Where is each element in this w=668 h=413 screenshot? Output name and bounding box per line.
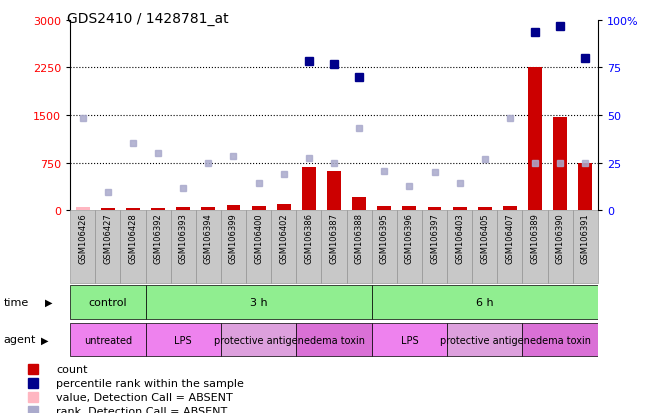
Text: GSM106391: GSM106391 bbox=[580, 213, 590, 263]
Text: GSM106393: GSM106393 bbox=[179, 213, 188, 263]
Text: ▶: ▶ bbox=[41, 335, 49, 344]
Bar bbox=[498, 211, 522, 283]
Bar bbox=[397, 211, 422, 283]
Bar bbox=[176, 208, 190, 211]
Bar bbox=[503, 207, 517, 211]
Bar bbox=[277, 205, 291, 211]
Bar bbox=[553, 118, 567, 211]
Bar bbox=[352, 198, 366, 211]
Text: LPS: LPS bbox=[174, 335, 192, 345]
Bar bbox=[297, 323, 371, 356]
Bar bbox=[126, 209, 140, 211]
Bar bbox=[146, 286, 371, 319]
Bar bbox=[221, 211, 246, 283]
Bar bbox=[472, 211, 498, 283]
Bar bbox=[101, 208, 115, 211]
Bar bbox=[252, 206, 265, 211]
Text: value, Detection Call = ABSENT: value, Detection Call = ABSENT bbox=[56, 392, 232, 402]
Text: GSM106400: GSM106400 bbox=[254, 213, 263, 263]
Text: GSM106390: GSM106390 bbox=[556, 213, 564, 263]
Text: protective antigen: protective antigen bbox=[440, 335, 530, 345]
Bar bbox=[327, 171, 341, 211]
Text: rank, Detection Call = ABSENT: rank, Detection Call = ABSENT bbox=[56, 406, 227, 413]
Bar bbox=[146, 323, 221, 356]
Bar bbox=[371, 323, 447, 356]
Bar bbox=[522, 323, 598, 356]
Bar bbox=[453, 208, 466, 211]
Text: ▶: ▶ bbox=[45, 297, 53, 307]
Bar bbox=[120, 211, 146, 283]
Text: GSM106426: GSM106426 bbox=[78, 213, 88, 263]
Text: GSM106392: GSM106392 bbox=[154, 213, 162, 263]
Bar bbox=[447, 211, 472, 283]
Bar bbox=[347, 211, 371, 283]
Bar bbox=[96, 211, 120, 283]
Bar bbox=[371, 286, 598, 319]
Text: edema toxin: edema toxin bbox=[530, 335, 591, 345]
Bar bbox=[302, 168, 316, 211]
Bar bbox=[548, 211, 572, 283]
Bar bbox=[377, 207, 391, 211]
Bar bbox=[447, 323, 522, 356]
Bar bbox=[196, 211, 221, 283]
Text: untreated: untreated bbox=[84, 335, 132, 345]
Text: GSM106389: GSM106389 bbox=[530, 213, 540, 263]
Bar bbox=[403, 206, 416, 211]
Bar bbox=[226, 206, 240, 211]
Text: 3 h: 3 h bbox=[250, 297, 267, 308]
Text: GSM106386: GSM106386 bbox=[305, 213, 313, 263]
Text: GSM106397: GSM106397 bbox=[430, 213, 439, 263]
Bar bbox=[70, 323, 146, 356]
Bar bbox=[578, 163, 593, 211]
Text: control: control bbox=[89, 297, 127, 308]
Text: LPS: LPS bbox=[401, 335, 418, 345]
Text: GSM106396: GSM106396 bbox=[405, 213, 414, 263]
Bar bbox=[572, 211, 598, 283]
Text: time: time bbox=[3, 297, 29, 307]
Text: count: count bbox=[56, 364, 88, 374]
Bar bbox=[271, 211, 297, 283]
Bar bbox=[70, 211, 96, 283]
Text: GSM106387: GSM106387 bbox=[329, 213, 339, 263]
Bar bbox=[202, 207, 215, 211]
Bar bbox=[297, 211, 321, 283]
Text: percentile rank within the sample: percentile rank within the sample bbox=[56, 378, 244, 388]
Text: GSM106394: GSM106394 bbox=[204, 213, 213, 263]
Bar bbox=[321, 211, 347, 283]
Bar bbox=[70, 286, 146, 319]
Text: GSM106428: GSM106428 bbox=[128, 213, 138, 263]
Text: GSM106427: GSM106427 bbox=[104, 213, 112, 263]
Bar bbox=[422, 211, 447, 283]
Text: GSM106402: GSM106402 bbox=[279, 213, 288, 263]
Bar bbox=[478, 207, 492, 211]
Text: 6 h: 6 h bbox=[476, 297, 494, 308]
Bar bbox=[146, 211, 170, 283]
Text: GDS2410 / 1428781_at: GDS2410 / 1428781_at bbox=[67, 12, 228, 26]
Bar bbox=[170, 211, 196, 283]
Bar bbox=[151, 209, 165, 211]
Text: protective antigen: protective antigen bbox=[214, 335, 303, 345]
Text: GSM106407: GSM106407 bbox=[506, 213, 514, 263]
Bar bbox=[221, 323, 297, 356]
Text: agent: agent bbox=[3, 335, 35, 344]
Text: GSM106388: GSM106388 bbox=[355, 213, 363, 263]
Bar bbox=[371, 211, 397, 283]
Bar bbox=[528, 68, 542, 211]
Bar bbox=[75, 207, 90, 211]
Bar bbox=[522, 211, 548, 283]
Bar bbox=[428, 207, 442, 211]
Bar bbox=[246, 211, 271, 283]
Text: edema toxin: edema toxin bbox=[303, 335, 365, 345]
Text: GSM106399: GSM106399 bbox=[229, 213, 238, 263]
Text: GSM106403: GSM106403 bbox=[455, 213, 464, 263]
Text: GSM106405: GSM106405 bbox=[480, 213, 489, 263]
Text: GSM106395: GSM106395 bbox=[380, 213, 389, 263]
